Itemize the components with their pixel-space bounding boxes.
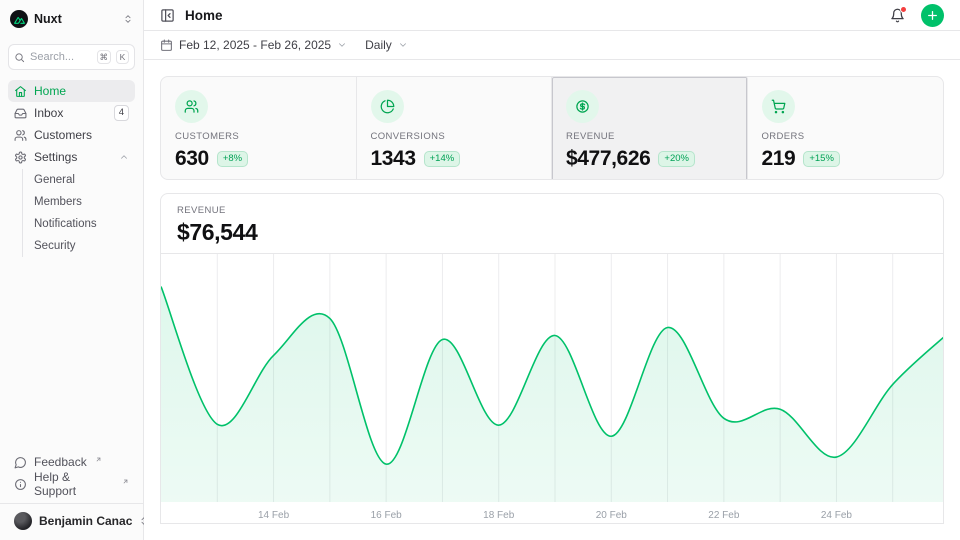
settings-sub-list: General Members Notifications Security (22, 169, 135, 257)
sidebar-item-label: Feedback (34, 455, 87, 469)
stat-delta-badge: +8% (216, 150, 249, 168)
sidebar-item-inbox[interactable]: Inbox 4 (8, 102, 135, 124)
kbd-k: K (116, 50, 129, 64)
stat-card-customers[interactable]: CUSTOMERS 630 +8% (161, 77, 357, 179)
inbox-count-badge: 4 (113, 105, 129, 121)
sidebar-item-label: Settings (34, 150, 78, 164)
stat-value: 1343 (370, 147, 417, 170)
chevron-up-icon (119, 152, 129, 162)
svg-text:24 Feb: 24 Feb (821, 510, 853, 521)
sidebar-item-label: Help & Support (34, 470, 77, 498)
external-link-icon (95, 456, 102, 463)
sidebar-item-settings[interactable]: Settings (8, 146, 135, 168)
stat-label: CONVERSIONS (370, 131, 446, 142)
sidebar-divider (0, 503, 143, 504)
home-icon (14, 85, 27, 98)
circle-dollar-icon (566, 90, 599, 123)
user-name: Benjamin Canac (39, 514, 133, 528)
top-bar: Home (144, 0, 960, 32)
chart-label: REVENUE (177, 205, 226, 216)
chart-value: $76,544 (177, 219, 258, 245)
stat-card-revenue[interactable]: REVENUE $477,626 +20% (552, 77, 748, 179)
stat-delta-badge: +14% (423, 150, 461, 168)
stat-card-orders[interactable]: ORDERS 219 +15% (748, 77, 944, 179)
collapse-sidebar-button[interactable] (160, 8, 175, 23)
sidebar-item-feedback[interactable]: Feedback (8, 451, 135, 473)
notification-dot (900, 5, 907, 13)
revenue-chart-card: REVENUE $76,544 14 Feb 16 Feb 18 Feb 20 Feb… (160, 193, 944, 524)
external-link-icon (122, 478, 129, 485)
date-range-picker[interactable]: Feb 12, 2025 - Feb 26, 2025 (160, 38, 347, 52)
svg-text:14 Feb: 14 Feb (258, 510, 290, 521)
search-input[interactable]: Search... ⌘ K (8, 44, 135, 70)
kbd-cmd: ⌘ (96, 50, 111, 64)
stat-label: REVENUE (566, 131, 615, 142)
page-title: Home (185, 7, 223, 23)
stat-card-conversions[interactable]: CONVERSIONS 1343 +14% (357, 77, 552, 179)
sidebar-item-label: Inbox (34, 106, 64, 120)
stat-delta-badge: +20% (658, 150, 695, 168)
stat-value: $477,626 (566, 147, 651, 170)
chart-header: REVENUE $76,544 (161, 194, 943, 254)
stat-delta-badge: +15% (803, 150, 840, 168)
bell-icon (891, 8, 904, 22)
svg-text:20 Feb: 20 Feb (596, 510, 628, 521)
sidebar: Nuxt Search... ⌘ K Home (0, 0, 147, 540)
svg-text:18 Feb: 18 Feb (483, 510, 515, 521)
add-button[interactable] (921, 3, 944, 27)
nuxt-logo-icon (10, 10, 28, 28)
chevron-down-icon (398, 40, 408, 50)
sidebar-nav: Home Inbox 4 Customers Settings (8, 80, 135, 257)
workspace-selector[interactable]: Nuxt (8, 10, 135, 28)
granularity-select[interactable]: Daily (365, 38, 408, 52)
filter-toolbar: Feb 12, 2025 - Feb 26, 2025 Daily (144, 31, 960, 60)
shopping-cart-icon (761, 90, 795, 123)
sidebar-item-label: Home (34, 84, 67, 98)
stats-row: CUSTOMERS 630 +8% CONVERSIONS 1343 +14% (160, 76, 944, 180)
revenue-area-chart[interactable]: 14 Feb 16 Feb 18 Feb 20 Feb 22 Feb 24 Feb (161, 254, 943, 523)
search-placeholder: Search... (30, 51, 75, 63)
user-menu[interactable]: Benjamin Canac (8, 504, 147, 532)
gear-icon (14, 151, 27, 164)
chevron-down-icon (337, 40, 347, 50)
calendar-icon (160, 39, 173, 52)
avatar (14, 512, 32, 530)
sidebar-item-notifications[interactable]: Notifications (34, 218, 97, 230)
sidebar-item-customers[interactable]: Customers (8, 124, 135, 146)
pie-chart-icon (370, 90, 404, 123)
search-icon (14, 52, 25, 63)
sidebar-item-members[interactable]: Members (34, 196, 82, 208)
dashboard-content: CUSTOMERS 630 +8% CONVERSIONS 1343 +14% (144, 60, 960, 540)
workspace-name: Nuxt (34, 12, 62, 26)
info-icon (14, 478, 27, 491)
granularity-label: Daily (365, 38, 392, 53)
inbox-icon (14, 107, 27, 120)
sidebar-item-general[interactable]: General (34, 174, 75, 186)
sidebar-item-help-support[interactable]: Help & Support (8, 470, 135, 498)
sidebar-item-label: Customers (34, 128, 93, 142)
chevrons-up-down-icon (123, 14, 133, 24)
sidebar-item-home[interactable]: Home (8, 80, 135, 102)
stat-label: ORDERS (761, 131, 805, 142)
users-icon (175, 90, 208, 123)
svg-text:16 Feb: 16 Feb (371, 510, 403, 521)
sidebar-item-security[interactable]: Security (34, 240, 76, 252)
notifications-button[interactable] (890, 5, 907, 23)
users-icon (14, 129, 27, 142)
date-range-label: Feb 12, 2025 - Feb 26, 2025 (179, 38, 332, 53)
svg-text:22 Feb: 22 Feb (708, 510, 740, 521)
chat-bubble-icon (14, 456, 27, 469)
stat-value: 219 (761, 147, 796, 170)
plus-icon (928, 10, 937, 20)
stat-value: 630 (175, 147, 209, 170)
stat-label: CUSTOMERS (175, 131, 240, 142)
main-panel: Home Feb 12, 2025 - Feb 26, 2025 Daily (144, 0, 960, 540)
